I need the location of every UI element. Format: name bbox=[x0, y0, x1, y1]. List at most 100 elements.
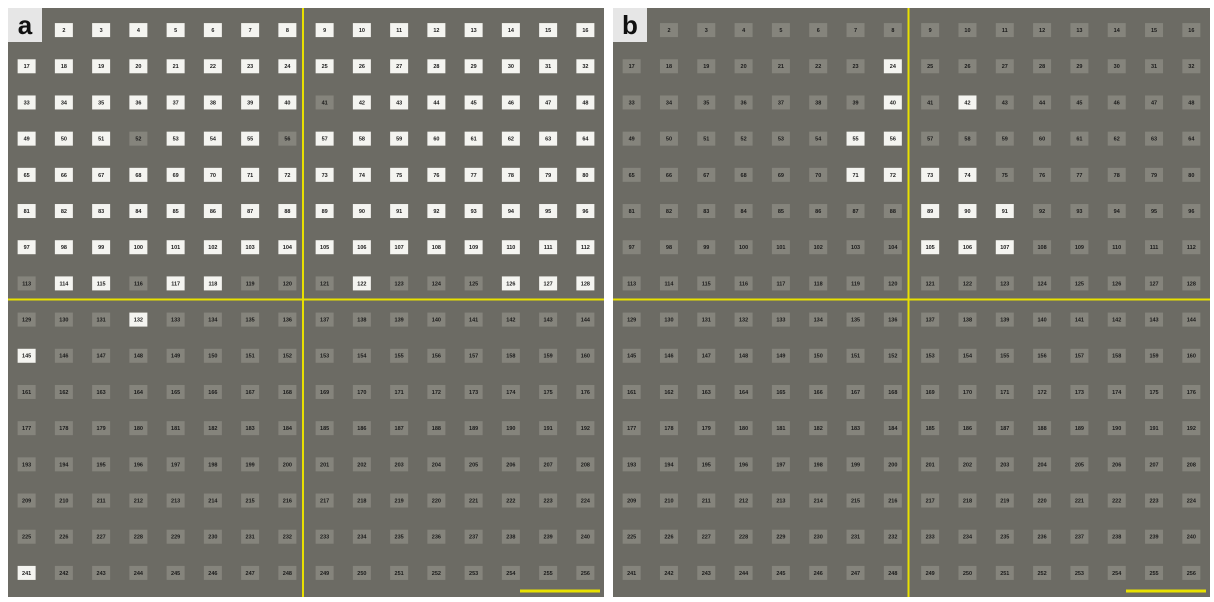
tile-number: 190 bbox=[506, 426, 515, 432]
tile-number: 149 bbox=[776, 354, 785, 360]
tile-number: 39 bbox=[247, 100, 253, 106]
tile-number: 62 bbox=[508, 137, 514, 143]
tile-number: 224 bbox=[1187, 498, 1197, 504]
tile-number: 3 bbox=[705, 28, 708, 34]
tile-number: 182 bbox=[208, 426, 217, 432]
tile-number: 42 bbox=[964, 100, 970, 106]
tile-number: 32 bbox=[1188, 64, 1194, 70]
tile-number: 120 bbox=[888, 281, 897, 287]
tile-number: 255 bbox=[544, 571, 553, 577]
tile-number: 72 bbox=[890, 173, 896, 179]
tile-number: 121 bbox=[320, 281, 329, 287]
tile-number: 2 bbox=[667, 28, 670, 34]
tile-number: 250 bbox=[963, 571, 972, 577]
tile-number: 94 bbox=[508, 209, 515, 215]
tile-number: 141 bbox=[469, 318, 478, 324]
tile-number: 84 bbox=[135, 209, 142, 215]
tile-number: 171 bbox=[1000, 390, 1009, 396]
tile-number: 183 bbox=[851, 426, 860, 432]
tile-number: 10 bbox=[964, 28, 970, 34]
tile-number: 136 bbox=[283, 318, 292, 324]
tile-number: 104 bbox=[888, 245, 898, 251]
tile-number: 155 bbox=[1000, 354, 1009, 360]
tile-number: 196 bbox=[134, 462, 143, 468]
tile-number: 189 bbox=[1075, 426, 1084, 432]
tile-number: 159 bbox=[544, 354, 553, 360]
tile-number: 153 bbox=[320, 354, 329, 360]
tile-number: 143 bbox=[1149, 318, 1158, 324]
tile-number: 120 bbox=[283, 281, 292, 287]
tile-number: 130 bbox=[59, 318, 68, 324]
tile-number: 176 bbox=[581, 390, 590, 396]
tile-number: 182 bbox=[814, 426, 823, 432]
tile-number: 19 bbox=[703, 64, 709, 70]
tile-number: 135 bbox=[246, 318, 255, 324]
tile-number: 216 bbox=[283, 498, 292, 504]
tile-number: 171 bbox=[395, 390, 404, 396]
tile-number: 30 bbox=[1114, 64, 1120, 70]
tile-number: 188 bbox=[432, 426, 441, 432]
tile-number: 244 bbox=[739, 571, 749, 577]
tile-number: 91 bbox=[1002, 209, 1008, 215]
tile-number: 78 bbox=[1114, 173, 1120, 179]
tile-number: 234 bbox=[963, 535, 973, 541]
tile-number: 83 bbox=[98, 209, 104, 215]
tile-number: 69 bbox=[778, 173, 784, 179]
tile-number: 46 bbox=[508, 100, 514, 106]
tile-number: 98 bbox=[61, 245, 67, 251]
tile-number: 242 bbox=[59, 571, 68, 577]
tile-number: 53 bbox=[173, 137, 179, 143]
tile-number: 242 bbox=[664, 571, 673, 577]
tile-number: 7 bbox=[249, 28, 252, 34]
tile-number: 191 bbox=[544, 426, 553, 432]
tile-number: 203 bbox=[1000, 462, 1009, 468]
tile-number: 88 bbox=[284, 209, 290, 215]
tile-number: 95 bbox=[545, 209, 551, 215]
panel: 1234567891011121314151617181920212223242… bbox=[613, 8, 1210, 597]
tile-number: 124 bbox=[1038, 281, 1048, 287]
tile-number: 45 bbox=[471, 100, 477, 106]
tile-number: 230 bbox=[208, 535, 217, 541]
tile-number: 48 bbox=[582, 100, 588, 106]
tile-number: 123 bbox=[1000, 281, 1009, 287]
tile-number: 204 bbox=[432, 462, 442, 468]
tile-number: 236 bbox=[432, 535, 441, 541]
tile-number: 50 bbox=[666, 137, 672, 143]
tile-number: 227 bbox=[97, 535, 106, 541]
tile-number: 174 bbox=[1112, 390, 1122, 396]
tile-number: 137 bbox=[926, 318, 935, 324]
tile-number: 212 bbox=[134, 498, 143, 504]
tile-number: 252 bbox=[432, 571, 441, 577]
tile-number: 221 bbox=[1075, 498, 1084, 504]
tile-number: 135 bbox=[851, 318, 860, 324]
tile-number: 154 bbox=[357, 354, 367, 360]
tile-number: 219 bbox=[1000, 498, 1009, 504]
tile-number: 166 bbox=[208, 390, 217, 396]
tile-number: 76 bbox=[433, 173, 439, 179]
tile-number: 59 bbox=[396, 137, 402, 143]
tile-number: 51 bbox=[98, 137, 104, 143]
tile-number: 177 bbox=[627, 426, 636, 432]
tile-number: 211 bbox=[97, 498, 106, 504]
tile-number: 143 bbox=[544, 318, 553, 324]
tile-number: 140 bbox=[432, 318, 441, 324]
tile-number: 68 bbox=[741, 173, 747, 179]
tile-number: 118 bbox=[208, 281, 217, 287]
tile-number: 22 bbox=[815, 64, 821, 70]
tile-number: 150 bbox=[208, 354, 217, 360]
tile-number: 180 bbox=[739, 426, 748, 432]
tile-number: 110 bbox=[1112, 245, 1121, 251]
tile-number: 181 bbox=[171, 426, 180, 432]
tile-number: 126 bbox=[506, 281, 515, 287]
tile-number: 111 bbox=[1150, 245, 1159, 251]
tile-number: 58 bbox=[359, 137, 365, 143]
tile-number: 193 bbox=[627, 462, 636, 468]
tile-number: 200 bbox=[283, 462, 292, 468]
tile-number: 107 bbox=[395, 245, 404, 251]
tile-number: 56 bbox=[890, 137, 896, 143]
tile-number: 61 bbox=[1076, 137, 1082, 143]
tile-number: 221 bbox=[469, 498, 478, 504]
tile-number: 47 bbox=[545, 100, 551, 106]
tile-number: 239 bbox=[544, 535, 553, 541]
tile-number: 6 bbox=[211, 28, 214, 34]
